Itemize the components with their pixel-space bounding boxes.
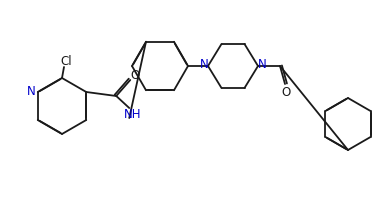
Text: Cl: Cl [60, 54, 72, 67]
Text: N: N [26, 84, 35, 97]
Text: N: N [258, 58, 266, 71]
Text: O: O [281, 86, 291, 99]
Text: NH: NH [123, 108, 141, 121]
Text: N: N [200, 58, 208, 71]
Text: O: O [131, 69, 140, 82]
